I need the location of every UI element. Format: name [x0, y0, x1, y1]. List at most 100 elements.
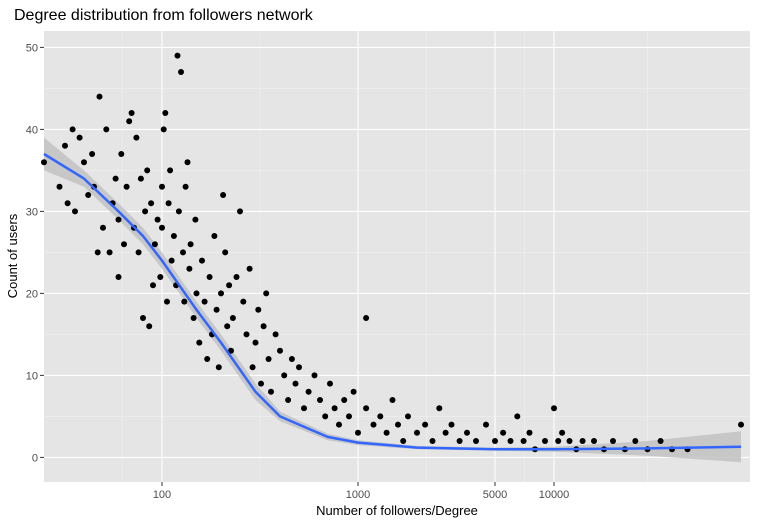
data-point	[272, 331, 279, 338]
y-tick-label: 40	[26, 124, 38, 136]
data-point	[164, 298, 170, 305]
data-point	[144, 167, 151, 174]
data-point	[301, 405, 307, 412]
data-point	[240, 298, 247, 305]
x-axis-ticks: 100 1000 5000 10000	[153, 482, 569, 501]
data-point	[72, 208, 78, 215]
data-point	[252, 339, 259, 346]
data-point	[249, 364, 256, 371]
data-point	[405, 413, 411, 420]
data-point	[285, 397, 292, 403]
y-tick-label: 30	[26, 206, 38, 218]
data-point	[182, 183, 189, 190]
data-point	[137, 175, 144, 182]
data-point	[224, 323, 231, 330]
data-point	[610, 438, 616, 444]
data-point	[123, 183, 130, 190]
data-point	[281, 372, 288, 379]
y-tick-label: 0	[32, 452, 38, 464]
data-point	[243, 331, 250, 338]
data-point	[363, 315, 370, 321]
trend-line	[43, 152, 742, 451]
data-point	[566, 438, 573, 444]
data-point	[296, 364, 302, 371]
data-point	[370, 421, 377, 428]
data-point	[128, 110, 135, 116]
data-point	[277, 347, 283, 354]
data-point	[190, 315, 197, 321]
data-point	[162, 110, 169, 116]
x-tick-label: 100	[153, 489, 171, 501]
data-point	[514, 413, 521, 420]
data-point	[178, 69, 184, 75]
data-point	[265, 356, 272, 362]
data-point	[288, 356, 295, 362]
y-tick-label: 50	[26, 42, 38, 54]
plot-panel	[44, 31, 750, 482]
data-point	[174, 52, 181, 59]
data-point	[229, 315, 236, 321]
data-point	[226, 282, 233, 289]
data-point	[146, 323, 153, 330]
data-point	[184, 159, 191, 166]
y-tick-label: 10	[26, 370, 38, 382]
data-point	[246, 265, 253, 272]
data-point	[206, 274, 213, 280]
data-point	[85, 192, 92, 198]
data-point	[159, 183, 165, 190]
x-tick-label: 10000	[539, 489, 570, 501]
data-point	[233, 274, 240, 280]
data-point	[551, 405, 557, 412]
data-point	[400, 438, 407, 444]
data-point	[140, 315, 146, 321]
data-point	[591, 438, 597, 444]
data-point	[157, 274, 164, 280]
data-point	[167, 167, 174, 174]
data-point	[346, 413, 352, 420]
data-point	[112, 175, 119, 182]
data-point	[199, 257, 205, 264]
data-point	[181, 298, 188, 305]
data-point	[41, 159, 47, 166]
data-point	[292, 380, 299, 387]
data-point	[395, 421, 401, 428]
data-point	[492, 438, 498, 444]
data-point	[150, 282, 156, 289]
data-point	[89, 151, 96, 157]
data-point	[657, 438, 664, 444]
data-point	[220, 192, 227, 198]
data-point	[56, 183, 63, 190]
data-point	[483, 421, 489, 428]
data-point	[429, 438, 436, 444]
data-point	[350, 388, 357, 395]
data-point	[355, 429, 361, 436]
data-point	[268, 388, 274, 395]
chart-title: Degree distribution from followers netwo…	[14, 7, 314, 24]
data-point	[62, 142, 68, 149]
data-point	[311, 372, 318, 379]
data-point	[442, 429, 449, 436]
data-point	[103, 126, 110, 133]
x-tick-label: 5000	[483, 489, 507, 501]
data-point	[115, 216, 122, 223]
data-point	[121, 241, 127, 248]
data-point	[192, 216, 199, 223]
data-point	[193, 290, 200, 297]
data-points	[41, 52, 744, 453]
data-point	[456, 438, 463, 444]
data-point	[151, 241, 158, 248]
data-point	[118, 151, 125, 157]
data-point	[414, 429, 420, 436]
data-point	[215, 364, 222, 371]
data-point	[559, 429, 566, 436]
data-point	[579, 438, 586, 444]
data-point	[168, 257, 175, 264]
data-point	[159, 224, 165, 231]
data-point	[507, 438, 514, 444]
data-point	[542, 438, 548, 444]
data-point	[196, 339, 203, 346]
data-point	[100, 224, 106, 231]
data-point	[520, 438, 527, 444]
data-point	[201, 298, 208, 305]
data-point	[218, 290, 224, 297]
